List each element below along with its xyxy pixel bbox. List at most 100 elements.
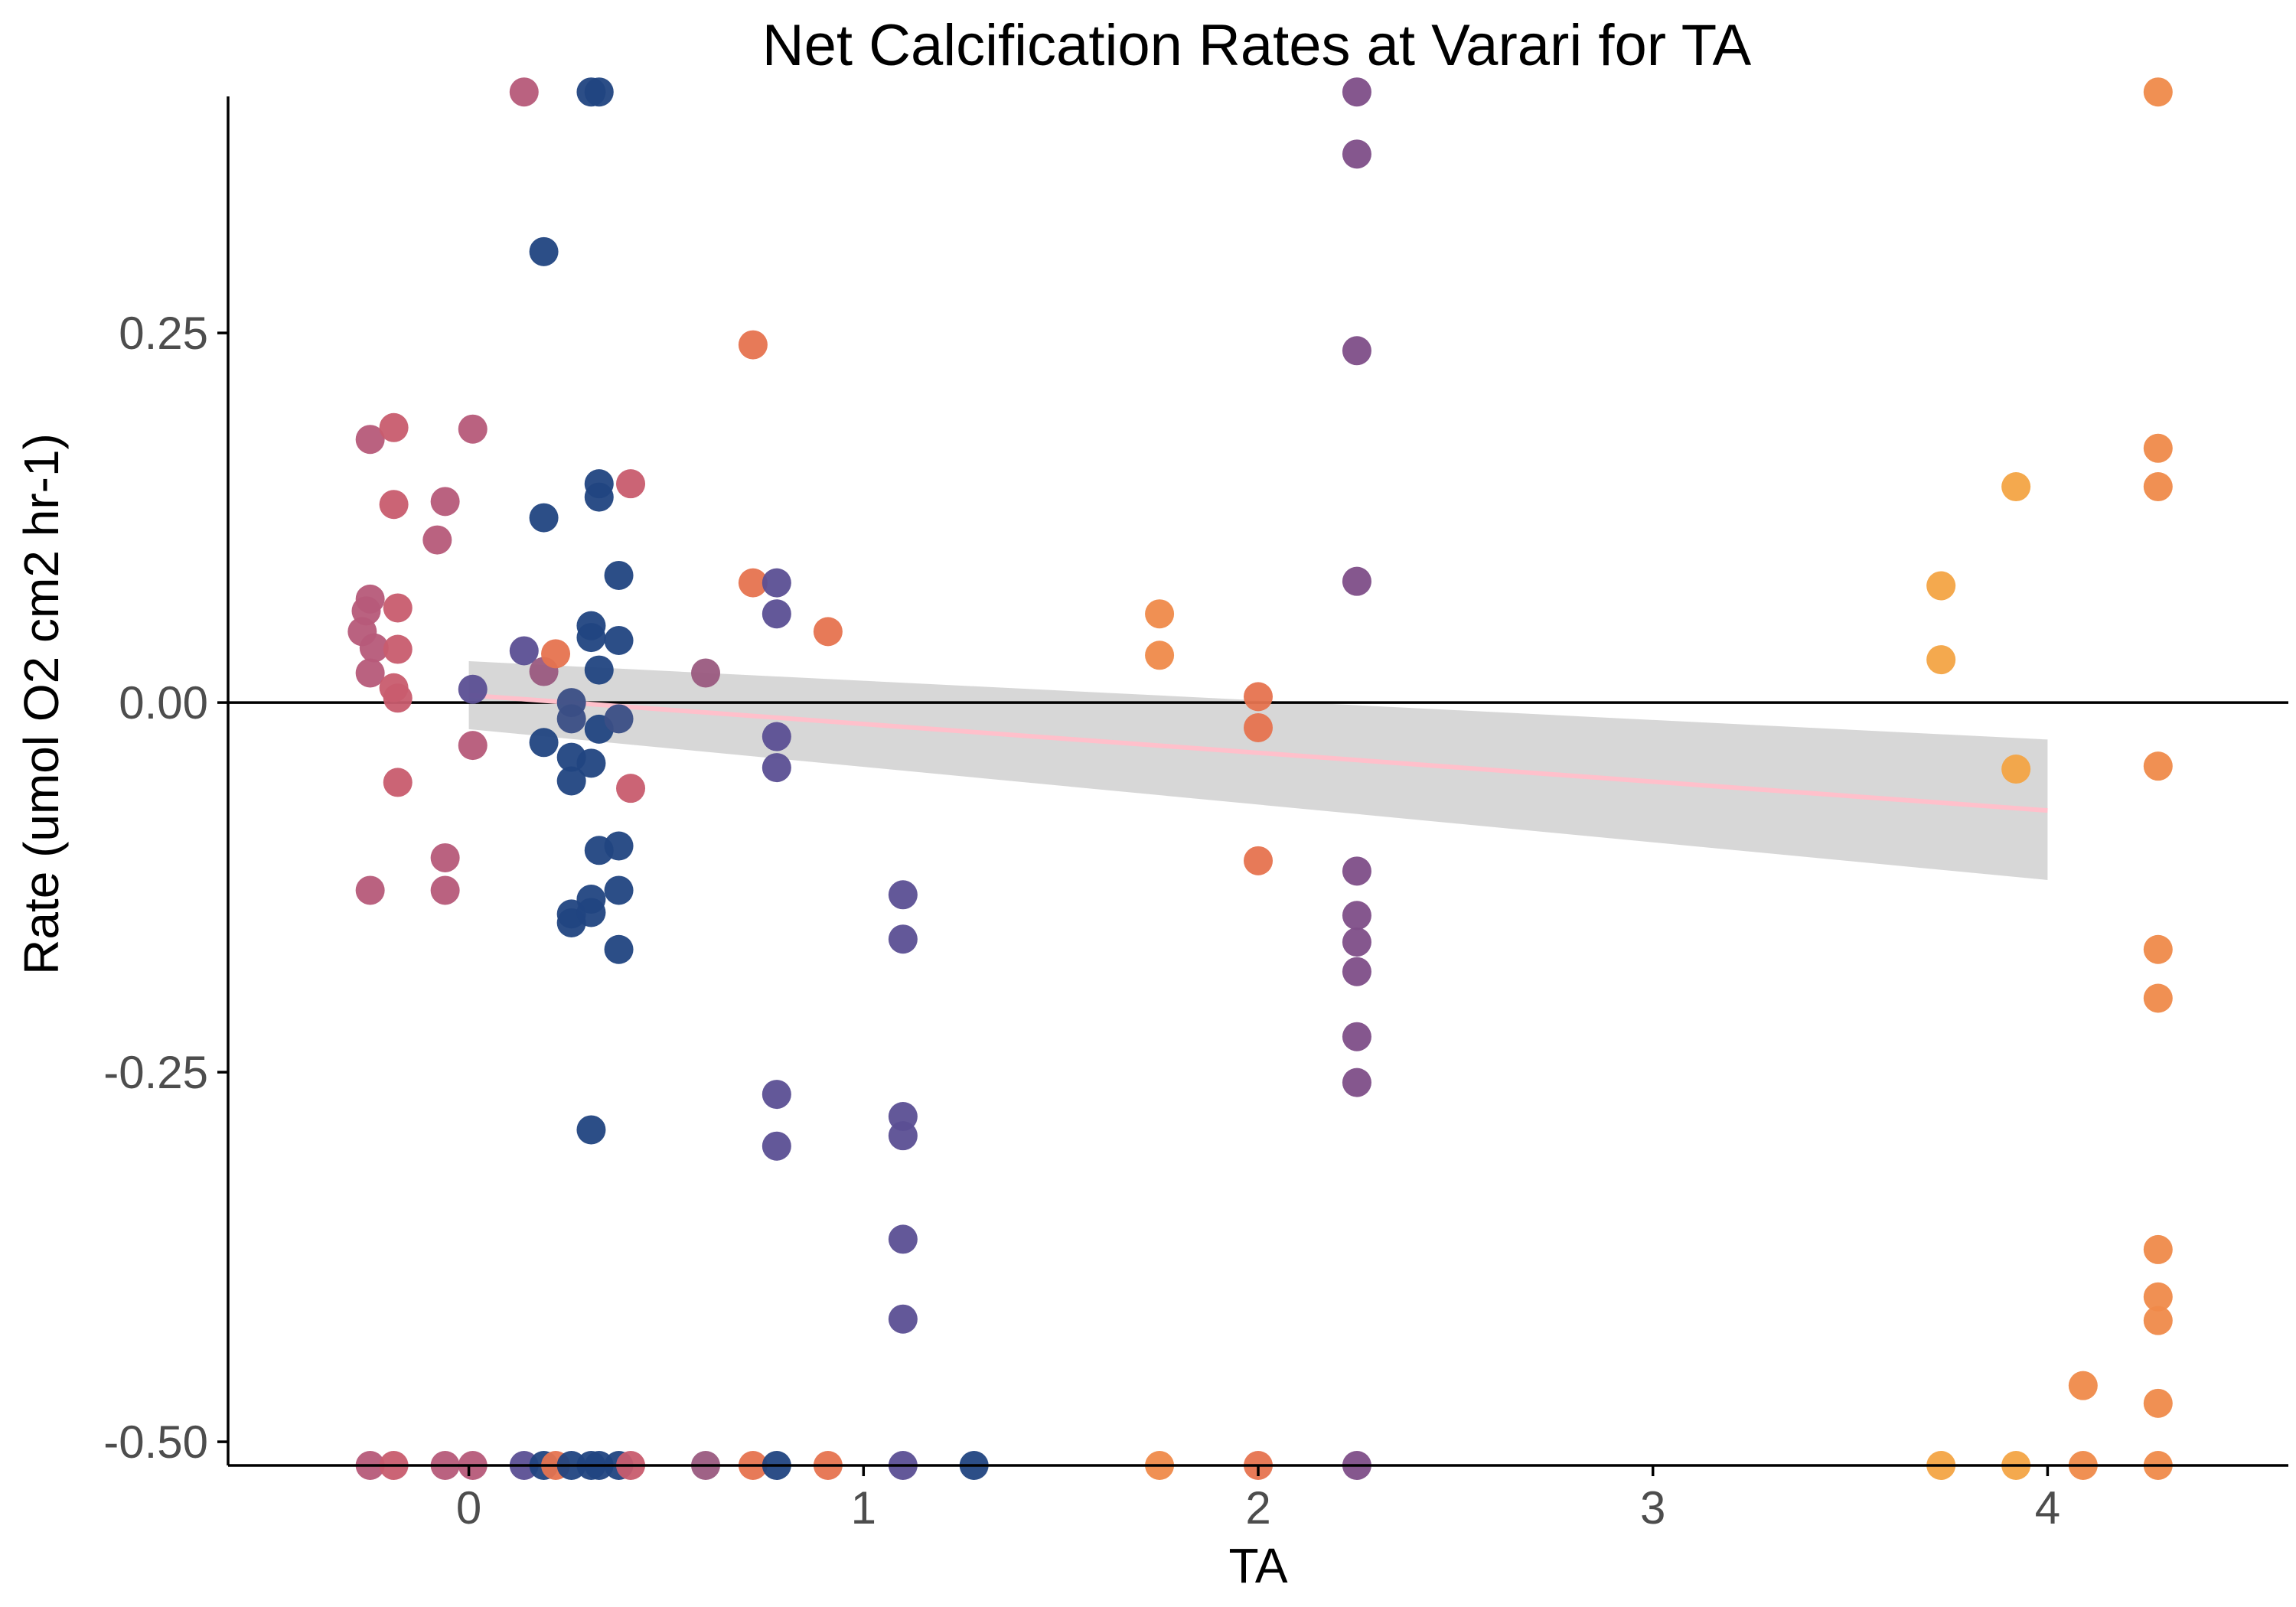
y-tick-label: 0.25 — [119, 308, 208, 359]
chart-title: Net Calcification Rates at Varari for TA — [762, 13, 1752, 78]
data-point — [458, 674, 488, 704]
data-point — [529, 728, 559, 758]
x-tick-label: 3 — [1640, 1482, 1665, 1534]
data-point — [2143, 934, 2173, 964]
confidence-band — [468, 661, 2048, 880]
x-tick-label: 4 — [2035, 1482, 2060, 1534]
data-point — [604, 560, 634, 590]
data-point — [458, 731, 488, 761]
data-point — [379, 490, 409, 520]
data-point — [1145, 641, 1175, 670]
data-point — [458, 414, 488, 444]
y-tick-label: -0.25 — [103, 1047, 208, 1098]
data-point — [888, 1304, 918, 1334]
trend-line — [468, 693, 2048, 813]
data-point — [430, 487, 460, 517]
data-point — [1342, 336, 1371, 366]
data-point — [2001, 755, 2031, 784]
data-point — [2143, 1388, 2173, 1418]
x-tick-label: 2 — [1245, 1482, 1270, 1534]
confidence-band-layer — [468, 661, 2048, 880]
y-axis-title: Rate (umol O2 cm2 hr-1) — [14, 433, 69, 975]
data-point — [584, 655, 614, 685]
data-point — [762, 1131, 791, 1161]
data-point — [383, 634, 413, 664]
x-axis-ticks: 0 1 2 3 4 — [456, 1465, 2060, 1534]
data-point — [888, 1121, 918, 1151]
data-point — [888, 880, 918, 910]
data-point — [813, 617, 843, 647]
data-point — [379, 412, 409, 442]
data-point — [2143, 77, 2173, 107]
data-point — [576, 898, 606, 927]
data-point — [1342, 1022, 1371, 1051]
data-point — [2143, 1282, 2173, 1312]
data-point — [604, 875, 634, 905]
x-tick-label: 0 — [456, 1482, 481, 1534]
data-point — [1926, 645, 1956, 675]
data-point — [509, 636, 539, 666]
data-point — [1342, 927, 1371, 957]
data-point — [584, 77, 614, 107]
x-tick-label: 1 — [851, 1482, 876, 1534]
data-point — [576, 623, 606, 653]
data-point — [762, 722, 791, 751]
y-tick-label: 0.00 — [119, 677, 208, 729]
data-point — [738, 568, 768, 598]
data-point — [430, 843, 460, 872]
data-point — [541, 639, 571, 669]
data-point — [604, 831, 634, 861]
data-point — [529, 236, 559, 266]
data-point — [1342, 1068, 1371, 1097]
data-point — [1342, 77, 1371, 107]
data-point — [383, 768, 413, 797]
data-point — [383, 593, 413, 623]
data-point — [738, 330, 768, 360]
data-point — [1145, 599, 1175, 629]
data-point — [576, 748, 606, 778]
y-axis-ticks: 0.25 0.00 -0.25 -0.50 — [103, 308, 228, 1468]
data-point — [604, 934, 634, 964]
data-point — [1244, 846, 1273, 875]
data-point — [616, 774, 646, 804]
data-point — [2143, 472, 2173, 502]
data-point — [1342, 957, 1371, 986]
data-point — [762, 753, 791, 783]
data-point — [430, 875, 460, 905]
data-point — [2143, 983, 2173, 1013]
data-point — [355, 425, 385, 455]
data-point — [422, 525, 452, 555]
data-points — [347, 77, 2173, 1480]
data-point — [888, 924, 918, 954]
data-point — [1342, 139, 1371, 169]
data-point — [509, 77, 539, 107]
data-point — [383, 683, 413, 713]
data-point — [691, 658, 721, 688]
data-point — [2143, 1305, 2173, 1335]
data-point — [2143, 751, 2173, 781]
data-point — [762, 568, 791, 598]
trend-line-layer — [468, 693, 2048, 813]
data-point — [355, 875, 385, 905]
data-point — [604, 704, 634, 734]
data-point — [2001, 472, 2031, 502]
data-point — [1342, 566, 1371, 596]
plot-area — [228, 77, 2288, 1480]
data-point — [1926, 571, 1956, 601]
data-point — [1342, 901, 1371, 931]
data-point — [1244, 712, 1273, 742]
data-point — [529, 503, 559, 533]
data-point — [762, 599, 791, 629]
data-point — [888, 1224, 918, 1254]
data-point — [2143, 1234, 2173, 1264]
data-point — [616, 469, 646, 499]
data-point — [1342, 856, 1371, 886]
data-point — [2143, 433, 2173, 463]
data-point — [359, 633, 389, 663]
data-point — [584, 482, 614, 512]
data-point — [762, 1080, 791, 1110]
data-point — [556, 704, 586, 734]
data-point — [556, 766, 586, 796]
data-point — [1244, 682, 1273, 712]
